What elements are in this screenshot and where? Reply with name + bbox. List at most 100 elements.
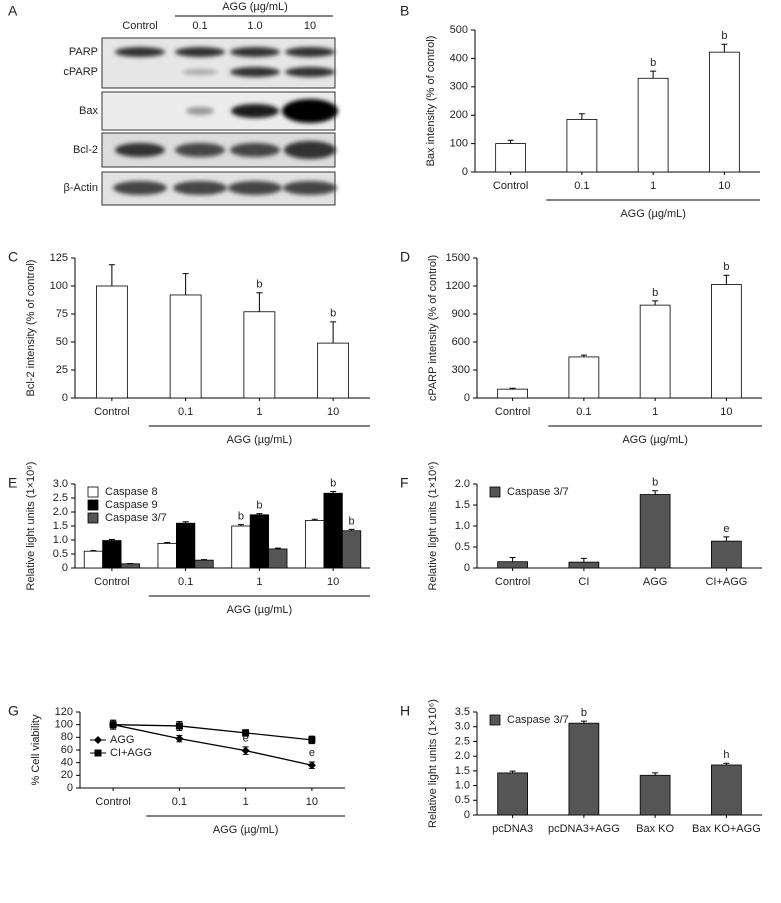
marker [94,736,102,744]
x-axis-label: AGG (µg/mL) [227,434,293,446]
y-tick-label: 2.5 [53,492,68,504]
y-tick-label: 2.0 [455,750,470,762]
lane-label: 10 [304,20,316,32]
bar [495,143,526,173]
x-axis-label: AGG (µg/mL) [213,824,279,836]
bar [169,294,202,399]
bar [568,722,600,816]
bar [120,563,140,569]
annotation: e [243,733,249,745]
error-bar [652,490,659,495]
panel-label: C [8,249,18,265]
x-tick-label: AGG [643,576,667,588]
bar [317,342,350,399]
lane-label: 1.0 [247,20,262,32]
legend-label: Caspase 3/7 [507,486,569,498]
bar [639,304,671,399]
x-tick-label: Bax KO+AGG [692,823,761,835]
error-bar [650,70,657,79]
x-tick-label: Control [94,406,129,418]
bar [157,542,177,569]
y-tick-label: 0 [62,562,68,574]
y-tick-label: 80 [61,731,73,743]
y-tick-label: 3.0 [455,721,470,733]
error-bar [256,513,263,515]
error-bar [652,300,659,306]
y-tick-label: 400 [450,52,468,64]
bar [249,514,269,569]
x-tick-label: 1 [256,406,262,418]
x-tick-label: pcDNA3 [492,823,533,835]
bar [341,530,362,569]
annotation: b [652,477,658,489]
y-tick-label: 0 [462,166,468,178]
row-label: Bax [79,105,98,117]
marker [308,736,316,744]
bar [176,522,196,569]
panel-label: B [400,3,409,19]
row-label: Bcl-2 [73,144,98,156]
legend-label: CI+AGG [110,747,152,759]
annotation: b [581,707,587,719]
annotation: b [721,30,727,42]
blot-box [101,37,336,89]
blot-group-label: AGG (µg/mL) [222,1,288,13]
x-tick-label: 1 [652,406,658,418]
error-bar [182,521,189,524]
x-axis-label: AGG (µg/mL) [620,208,686,220]
annotation: b [652,287,658,299]
bar [711,284,742,399]
x-tick-label: 10 [718,180,730,192]
legend-swatch [489,486,501,498]
y-tick-label: 1.5 [455,765,470,777]
bar [709,51,740,173]
y-tick-label: 900 [452,308,470,320]
panel-label: H [400,703,410,719]
x-tick-label: CI [578,576,589,588]
bar [95,285,128,399]
y-tick-label: 0 [62,392,68,404]
y-tick-label: 1.5 [455,499,470,511]
x-tick-label: pcDNA3+AGG [548,823,620,835]
bar [711,764,742,816]
row-label: β-Actin [64,182,98,194]
marker [307,761,316,770]
x-tick-label: 0.1 [576,406,591,418]
error-bar [580,354,587,357]
y-tick-label: 120 [55,706,73,718]
annotation: b [349,515,355,527]
marker [94,749,102,757]
y-axis-label: Bax intensity (% of control) [425,36,437,167]
x-tick-label: Control [94,576,129,588]
error-bar [108,538,115,541]
legend-label: Caspase 3/7 [105,512,167,524]
row-label: cPARP [63,66,98,78]
panel-label: F [400,475,409,491]
blot-panel: A AGG (µg/mL) Control 0.1 1.0 10 PARP cP… [8,1,338,206]
error-bar [723,274,730,285]
y-tick-label: 1.0 [455,520,470,532]
x-tick-label: 0.1 [178,406,193,418]
line [113,724,312,741]
y-tick-label: 200 [450,109,468,121]
x-tick-label: 0.1 [172,796,187,808]
lane-label: 0.1 [192,20,207,32]
y-axis-label: Bcl-2 intensity (% of control) [25,260,37,397]
panel-label: D [400,249,410,265]
y-tick-label: 40 [61,757,73,769]
legend-label: Caspase 9 [105,499,158,511]
annotation: e [309,747,315,759]
y-tick-label: 25 [56,364,68,376]
x-tick-label: 10 [306,796,318,808]
bar [568,561,600,569]
y-tick-label: 300 [450,81,468,93]
y-axis-label: Relative light units (1×10⁶) [25,462,37,591]
error-bar [330,491,337,494]
y-tick-label: 0 [464,809,470,821]
bar [194,559,214,569]
annotation: b [238,511,244,523]
error-bar [256,292,263,312]
bar [323,492,343,569]
